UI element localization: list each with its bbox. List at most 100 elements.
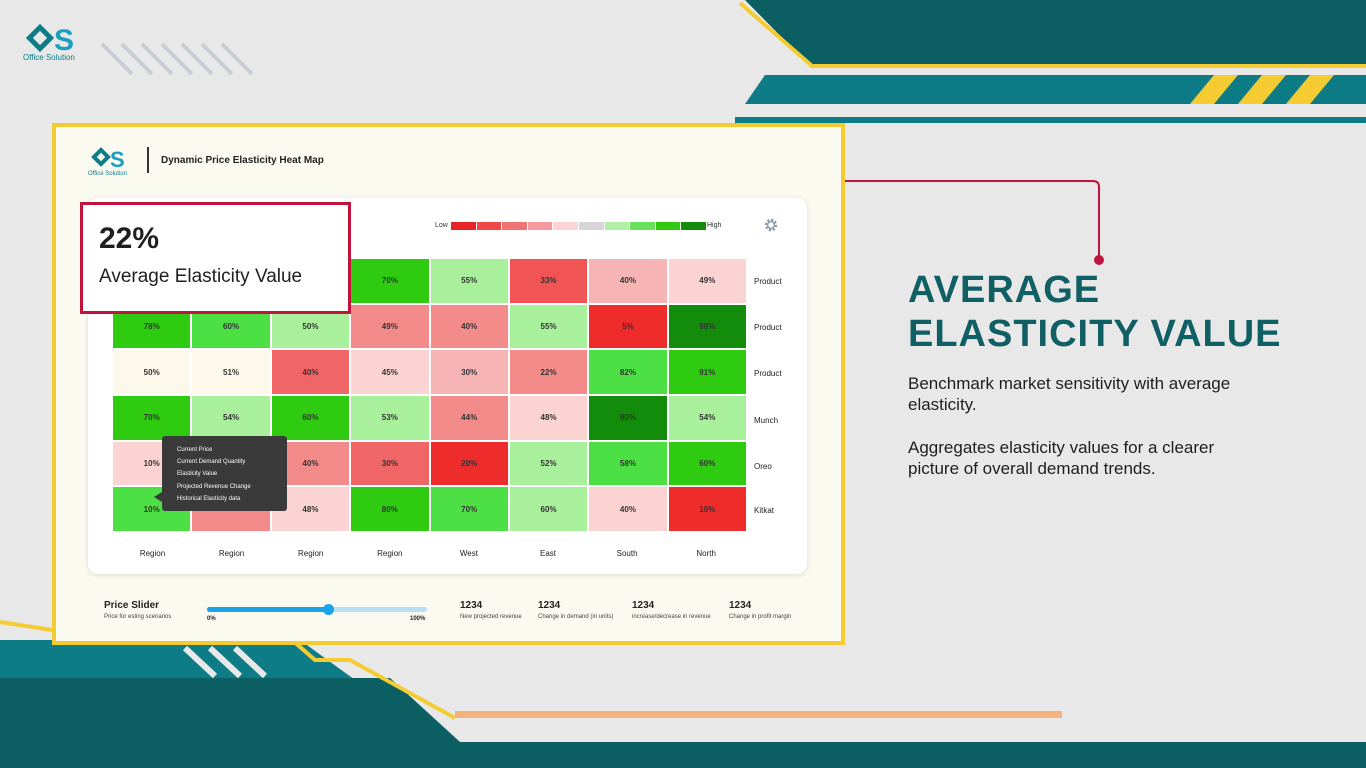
average-elasticity-label: Average Elasticity Value (99, 266, 303, 287)
tooltip-item: Current Demand Quantity (177, 459, 246, 466)
brand-name: Office Solution (23, 53, 75, 62)
heatmap-cell[interactable]: 50% (113, 350, 191, 394)
metric-value: 1234 (460, 600, 483, 611)
svg-text:S: S (54, 24, 74, 57)
dashboard-brand-name: Office Solution (88, 171, 127, 177)
svg-text:S: S (110, 147, 125, 172)
tooltip-arrow (154, 492, 162, 502)
office-solution-logo: S (25, 23, 74, 57)
metric-value: 1234 (632, 600, 655, 611)
panel-heading-line-1: AVERAGE (908, 269, 1101, 311)
tooltip-item: Current Price (177, 447, 213, 453)
panel-heading: AVERAGE ELASTICITY VALUE (908, 268, 1328, 356)
column-label: South (616, 549, 638, 558)
heatmap-cell[interactable]: 54% (668, 396, 746, 440)
legend-swatch (681, 222, 706, 230)
heatmap-cell[interactable]: 58% (589, 441, 667, 486)
heatmap-cell[interactable]: 30% (430, 350, 508, 394)
row-label: Product (754, 323, 782, 332)
panel-description-1: Benchmark market sensitivity with averag… (908, 374, 1231, 414)
column-label: Region (139, 549, 166, 558)
heatmap-cell[interactable]: 55% (509, 304, 588, 349)
heatmap-cell[interactable]: 70% (113, 396, 191, 440)
legend-swatch (630, 222, 655, 230)
heatmap-cell[interactable]: 40% (589, 487, 667, 531)
metric-value: 1234 (729, 600, 752, 611)
column-label: East (539, 549, 556, 558)
legend-swatch (553, 222, 578, 230)
panel-heading-line-2: ELASTICITY VALUE (908, 313, 1282, 355)
column-label: Region (218, 549, 245, 558)
price-slider-min: 0% (207, 616, 216, 622)
heatmap-cell[interactable]: 40% (589, 259, 667, 303)
heatmap-cell[interactable]: 33% (509, 259, 588, 303)
price-slider-max: 100% (410, 616, 426, 622)
dashboard-logo: S (91, 147, 125, 172)
tooltip-item: Historical Elasticity data (177, 495, 241, 502)
legend-swatch (578, 222, 604, 230)
row-label: Kitkat (754, 506, 775, 515)
legend-color-scale (451, 222, 706, 230)
heatmap-grid: 70% 55% 33% 40% 49% 78% 60% 50% 49% 40% 55% 5% 98% 50… (113, 259, 746, 531)
heatmap-cell[interactable]: 49% (351, 304, 429, 349)
heatmap-cell[interactable]: 91% (668, 350, 746, 394)
heatmap-cell[interactable]: 51% (192, 350, 270, 394)
price-slider-subtitle: Price for esting scenarios (104, 614, 172, 620)
price-slider-handle[interactable] (323, 604, 334, 615)
heatmap-cell[interactable]: 49% (668, 259, 746, 303)
metric-label: increase/decrease in revenue (632, 614, 711, 620)
row-label: Product (754, 369, 782, 378)
heatmap-cell[interactable]: 44% (430, 396, 508, 440)
heatmap-cell[interactable]: 90% (589, 396, 667, 440)
settings-gear-icon[interactable] (763, 217, 779, 233)
tooltip-item: Projected Revenue Change (177, 483, 251, 490)
row-label: Munch (754, 416, 779, 425)
heatmap-cell[interactable]: 60% (509, 487, 588, 531)
heatmap-cell[interactable]: 40% (430, 304, 508, 349)
row-label: Oreo (754, 462, 772, 471)
average-elasticity-callout (80, 202, 351, 314)
legend-swatch (604, 222, 630, 230)
price-slider-title: Price Slider (104, 600, 160, 611)
heatmap-cell[interactable]: 40% (271, 350, 350, 394)
heatmap-cell[interactable]: 70% (430, 487, 508, 531)
legend-swatch (476, 222, 502, 230)
heatmap-cell[interactable]: 82% (589, 350, 667, 394)
heatmap-cell[interactable]: 60% (271, 396, 350, 440)
legend-swatch (527, 222, 553, 230)
metric-label: New projected revenue (460, 614, 522, 620)
heatmap-cell[interactable]: 98% (668, 304, 746, 349)
legend-swatch (502, 222, 527, 230)
heatmap-cell[interactable]: 10% (668, 487, 746, 531)
price-slider-fill (207, 607, 329, 612)
heatmap-cell[interactable]: 70% (351, 259, 429, 303)
legend-high-label: High (707, 222, 722, 229)
legend-low-label: Low (435, 222, 448, 229)
heatmap-cell[interactable]: 54% (192, 396, 270, 440)
legend-swatch (451, 222, 476, 230)
tooltip-item: Elasticity Value (177, 471, 218, 478)
column-label: Region (298, 549, 324, 558)
metric-label: Change in profit margin (729, 614, 792, 620)
heatmap-cell[interactable]: 53% (351, 396, 429, 440)
heatmap-cell[interactable]: 55% (430, 259, 508, 303)
column-label: North (696, 549, 716, 558)
metric-value: 1234 (538, 600, 561, 611)
heatmap-cell[interactable]: 20% (430, 441, 508, 486)
heatmap-cell[interactable]: 80% (351, 487, 429, 531)
heatmap-cell[interactable]: 22% (509, 350, 588, 394)
heatmap-cell[interactable]: 48% (509, 396, 588, 440)
heatmap-cell[interactable]: 60% (668, 441, 746, 486)
row-label: Product (754, 277, 782, 286)
heatmap-cell[interactable]: 5% (589, 304, 667, 349)
column-label: West (459, 549, 478, 558)
title-divider (147, 147, 149, 173)
legend-swatch (655, 222, 681, 230)
cell-tooltip: Current Price Current Demand Quantity Elas… (162, 436, 287, 511)
heatmap-cell[interactable]: 45% (351, 350, 429, 394)
dashboard-title: Dynamic Price Elasticity Heat Map (161, 155, 324, 166)
panel-description-2: Aggregates elasticity values for a clear… (908, 438, 1215, 478)
heatmap-cell[interactable]: 30% (351, 441, 429, 486)
heatmap-cell[interactable]: 52% (509, 441, 588, 486)
